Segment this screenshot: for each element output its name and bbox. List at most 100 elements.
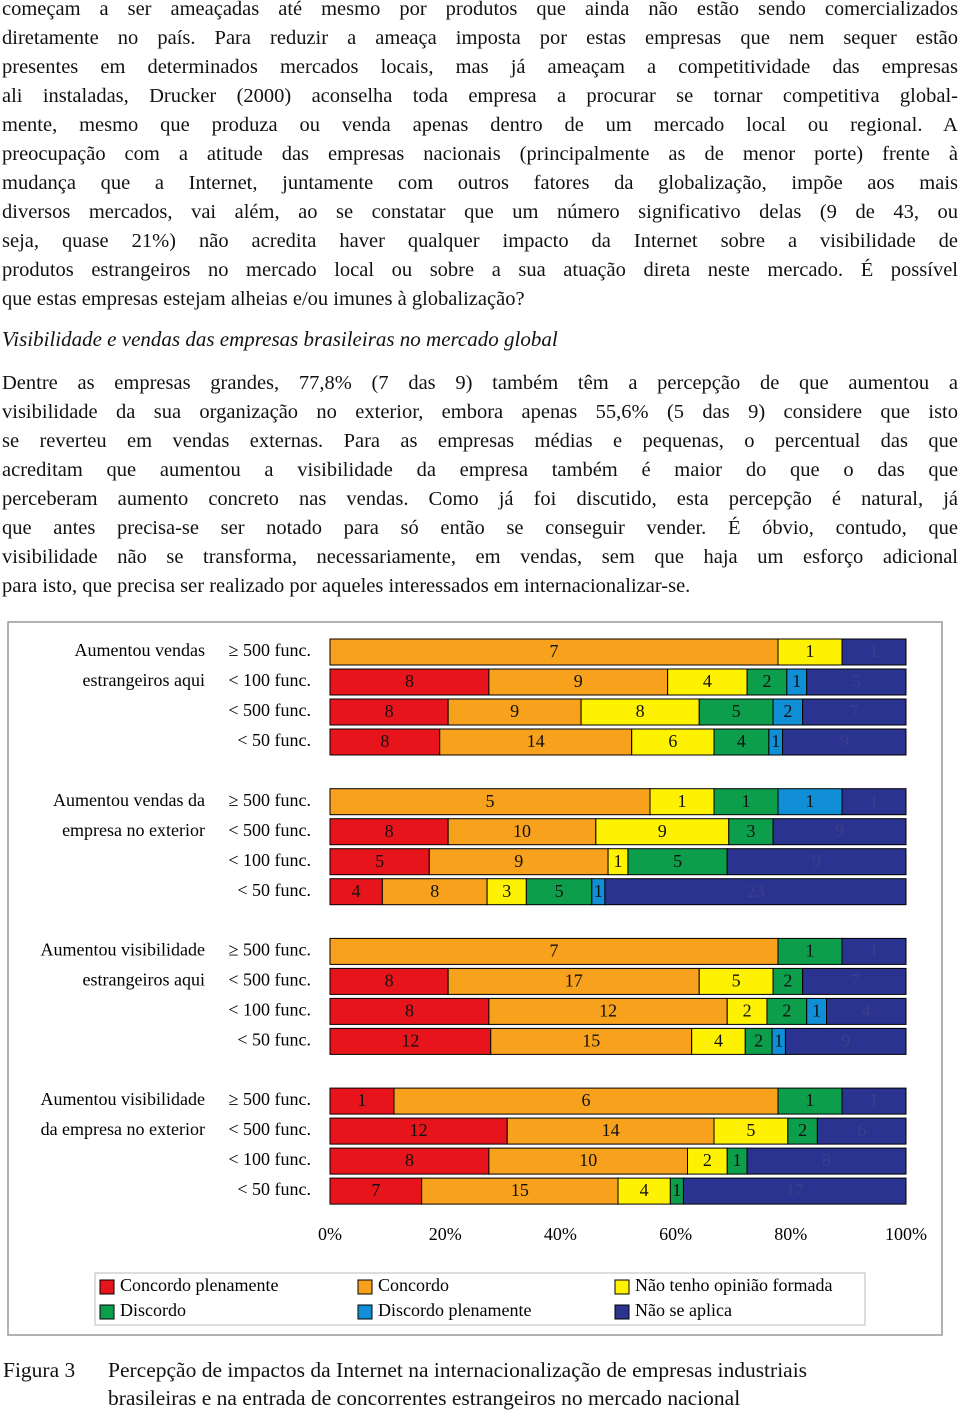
caption-line: Percepção de impactos da Internet na int… [108,1358,808,1382]
bar-segment [726,848,907,876]
chart-frame [7,621,943,1336]
value-label: 7 [550,641,559,661]
text-line: diretamente no país. Para reduzir a amea… [2,27,958,49]
value-label: 14 [527,731,545,751]
legend-swatch [99,1304,115,1320]
row-label: < 500 func. [228,970,311,990]
value-label: 6 [857,1120,866,1140]
bar-segment [802,967,907,995]
bar-segment [329,728,441,756]
section-heading: Visibilidade e vendas das empresas brasi… [2,327,558,351]
bar-segment [627,848,728,876]
value-label: 5 [732,701,741,721]
value-label: 10 [513,821,531,841]
figure-caption: Percepção de impactos da Internet na int… [108,1356,807,1412]
bar-segment [772,698,804,726]
bar-segment [787,1117,818,1145]
bar-segment [784,1027,907,1055]
value-label: 2 [754,1031,763,1051]
group-label: estrangeiros aqui [83,670,205,690]
bar-segment [772,967,804,995]
value-label: 9 [840,731,849,751]
value-label: 1 [672,1180,681,1200]
group-label: da empresa no exterior [41,1119,205,1139]
bar-segment [486,878,527,906]
bar-segment [617,1177,671,1205]
value-label: 17 [565,971,583,991]
value-label: 9 [658,821,667,841]
value-label: 4 [862,1001,871,1021]
value-label: 5 [375,851,384,871]
bar-segment [439,728,633,756]
row-label: ≥ 500 func. [229,790,311,810]
group-label: Aumentou visibilidade [41,940,205,960]
bar-segment [329,937,779,965]
value-label: 4 [737,731,746,751]
text-line: visibilidade da sua organização no exter… [2,401,958,423]
bar-segment [826,997,907,1025]
row-label: < 100 func. [228,1149,311,1169]
value-label: 7 [550,941,559,961]
group-label: Aumentou vendas [75,640,205,660]
bar-segment [329,818,449,846]
value-label: 1 [806,941,815,961]
value-label: 1 [594,881,603,901]
value-label: 1 [870,941,879,961]
value-label: 17 [786,1180,804,1200]
value-label: 9 [514,851,523,871]
value-label: 2 [703,1150,712,1170]
value-label: 5 [746,1120,755,1140]
x-tick-label: 40% [544,1224,577,1244]
value-label: 7 [850,971,859,991]
group-label: estrangeiros aqui [83,970,205,990]
legend-label: Concordo plenamente [120,1275,278,1295]
value-label: 5 [555,881,564,901]
bar-segment [580,698,700,726]
bar-segment [841,788,907,816]
bar-segment [329,788,651,816]
x-tick-label: 60% [659,1224,692,1244]
value-label: 12 [599,1001,617,1021]
value-label: 9 [835,821,844,841]
value-label: 8 [405,671,414,691]
value-label: 4 [640,1180,649,1200]
value-label: 8 [430,881,439,901]
bar-segment [728,818,774,846]
bar-segment [329,848,430,876]
bar-segment [329,997,490,1025]
bar-segment [777,788,843,816]
bar-segment [329,668,490,696]
value-label: 2 [782,1001,791,1021]
text-line: começam a ser ameaçadas até mesmo por pr… [2,0,958,20]
text-line: ali instaladas, Drucker (2000) aconselha… [2,85,958,107]
value-label: 1 [678,791,687,811]
value-label: 1 [806,1090,815,1110]
legend-swatch [99,1279,115,1295]
value-label: 4 [714,1031,723,1051]
row-label: < 50 func. [237,1179,311,1199]
legend-label: Discordo [120,1300,186,1320]
bar-segment [713,1117,789,1145]
legend-label: Concordo [378,1275,449,1295]
row-label: < 100 func. [228,1000,311,1020]
value-label: 8 [385,971,394,991]
caption-line: brasileiras e na entrada de concorrentes… [108,1386,741,1410]
value-label: 12 [410,1120,428,1140]
legend-swatch [357,1304,373,1320]
text-line: Dentre as empresas grandes, 77,8% (7 das… [2,372,958,394]
value-label: 5 [486,791,495,811]
text-line: que estas empresas estejam alheias e/ou … [2,288,525,310]
bar-segment [329,638,779,666]
value-label: 2 [743,1001,752,1021]
bar-segment [806,668,907,696]
row-label: < 50 func. [237,880,311,900]
bar-segment [488,1147,689,1175]
text-line: se reverteu em vendas externas. Para as … [2,430,958,452]
text-line: acreditam que aumentou a visibilidade da… [2,459,958,481]
legend-swatch [357,1279,373,1295]
bar-segment [525,878,593,906]
value-label: 9 [841,1031,850,1051]
value-label: 1 [733,1150,742,1170]
value-label: 7 [371,1180,380,1200]
x-tick-label: 80% [774,1224,807,1244]
